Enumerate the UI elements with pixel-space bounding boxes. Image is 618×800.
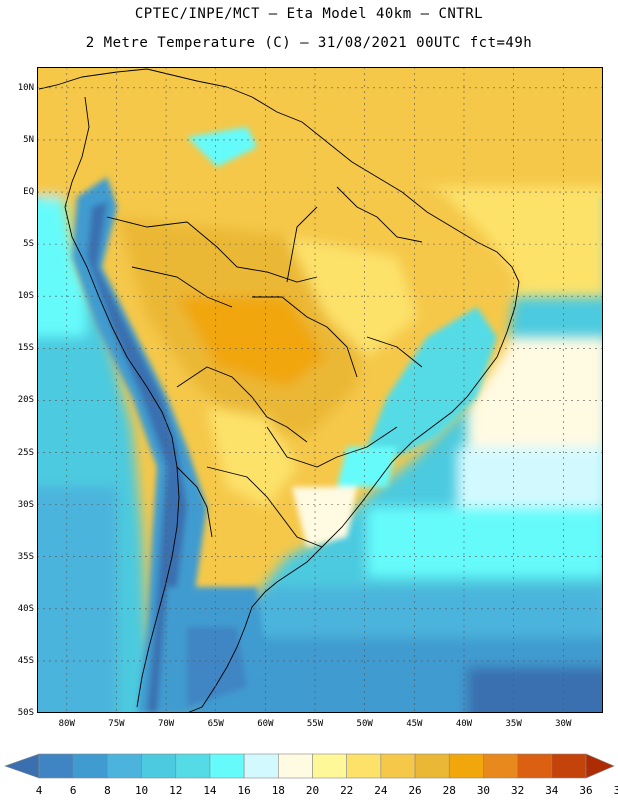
colorbar [4,753,615,779]
lon-tick-label: 30W [555,719,572,729]
colorbar-segment [414,753,450,779]
lon-tick-label: 70W [157,719,175,729]
temperature-field [37,67,603,713]
colorbar-segment [243,753,279,779]
colorbar-high-arrow [585,753,615,779]
colorbar-tick-label: 28 [442,784,456,797]
colorbar-tick-label: 16 [237,784,251,797]
lat-tick-label: 25S [17,447,34,458]
colorbar-tick-label: 12 [169,784,183,797]
lat-tick-label: 40S [17,603,34,614]
colorbar-tick-label: 22 [340,784,354,797]
colorbar-tick-label: 18 [271,784,285,797]
lat-tick-label: 20S [17,395,34,406]
lon-tick-label: 60W [257,719,274,729]
lat-tick-label: 35S [17,551,34,562]
colorbar-segment [72,753,108,779]
colorbar-segment [107,753,142,779]
lat-tick-label: 5N [23,134,34,145]
colorbar-tick-label: 8 [104,784,111,797]
lon-tick-label: 75W [108,719,125,729]
colorbar-segment [380,753,416,779]
colorbar-tick-label: 36 [579,784,593,797]
lon-tick-label: 50W [356,719,373,729]
map-title: CPTEC/INPE/MCT – Eta Model 40km – CNTRL [134,6,484,22]
colorbar-tick-label: 26 [408,784,422,797]
colorbar-tick-label: 6 [69,784,77,797]
lat-tick-label: 10N [17,82,34,93]
colorbar-segment [448,753,484,779]
colorbar-segment [209,753,245,779]
colorbar-segment [175,753,211,779]
colorbar-tick-label: 34 [545,784,559,797]
colorbar-segment [312,753,347,779]
lon-tick-label: 35W [505,719,522,729]
colorbar-segment [483,753,518,779]
lat-tick-label: 50S [17,708,34,718]
colorbar-tick-label: 30 [476,784,491,797]
coastline [38,68,520,713]
lon-tick-label: 45W [406,719,423,729]
lat-tick-label: 15S [17,343,34,354]
lat-tick-label: 10S [17,291,34,302]
colorbar-tick-label: 20 [305,784,320,797]
graticule [37,67,603,713]
lat-tick-label: 5S [23,239,34,250]
lat-tick-label: 45S [17,655,34,666]
colorbar-tick-label: 10 [134,784,149,797]
colorbar-segment [38,753,74,779]
lat-tick-label: EQ [23,187,34,198]
lon-tick-label: 55W [306,719,324,729]
colorbar-tick-label: 24 [374,784,388,797]
lon-tick-label: 40W [455,719,473,729]
map-subtitle: 2 Metre Temperature (C) – 31/08/2021 00U… [85,35,533,51]
colorbar-segment [346,753,382,779]
colorbar-segment [141,753,177,779]
colorbar-low-arrow [4,753,40,779]
colorbar-tick-label: 14 [203,784,217,797]
colorbar-segment [278,753,313,779]
colorbar-tick-label: 32 [511,784,525,797]
colorbar-tick-label: 4 [35,784,43,797]
map-frame [37,67,603,713]
temperature-map [37,67,603,713]
colorbar-segment [551,753,587,779]
colorbar-tick-label: 38 [613,784,618,797]
colorbar-segment [517,753,553,779]
lat-tick-label: 30S [17,499,34,510]
lon-tick-label: 80W [58,719,75,729]
lon-tick-label: 65W [207,719,224,729]
